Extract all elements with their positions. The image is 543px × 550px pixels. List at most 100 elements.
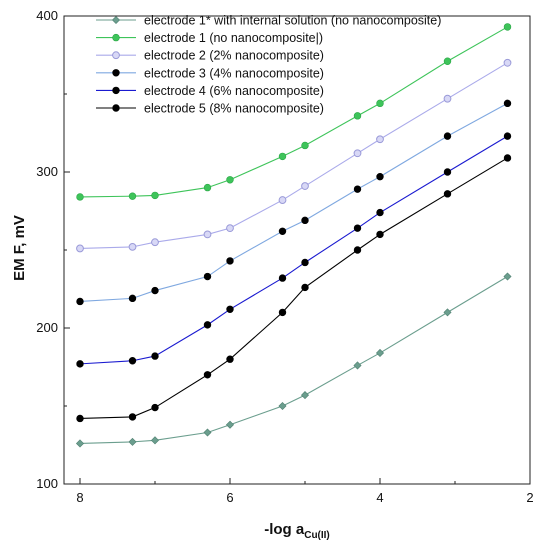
series-layer (75, 23, 512, 448)
y-tick-label: 100 (36, 476, 58, 491)
data-point (151, 403, 159, 412)
data-point (278, 308, 287, 317)
legend-entry: electrode 4 (6% nanocomposite) (96, 84, 324, 98)
data-point (203, 321, 212, 329)
data-point (128, 437, 137, 446)
legend-label: electrode 1 (no nanocomposite|) (144, 31, 323, 45)
data-point (76, 414, 84, 423)
legend-label: electrode 5 (8% nanocomposite) (144, 102, 324, 116)
data-point (226, 224, 234, 233)
data-point (203, 428, 212, 437)
data-point (225, 420, 235, 429)
data-point (301, 141, 309, 150)
legend-label: electrode 2 (2% nanocomposite) (144, 49, 324, 63)
data-point (353, 361, 362, 370)
data-point (128, 413, 137, 421)
data-point (226, 355, 234, 363)
data-point (203, 272, 212, 281)
data-point (226, 176, 234, 184)
data-point (76, 360, 84, 368)
series-3 (76, 58, 512, 253)
data-point (278, 152, 287, 161)
legend-label: electrode 3 (4% nanocomposite) (144, 66, 324, 80)
data-point (443, 57, 452, 65)
x-tick-label: 6 (226, 490, 233, 505)
data-point (301, 182, 309, 190)
data-point (353, 224, 362, 232)
x-axis-title: -log aCu(II) (264, 521, 330, 541)
data-point (76, 244, 84, 253)
legend-entry: electrode 2 (2% nanocomposite) (96, 49, 324, 63)
data-point (151, 286, 159, 295)
data-point (128, 242, 137, 251)
data-point (128, 357, 137, 365)
data-point (75, 439, 85, 448)
legend-marker (112, 51, 120, 60)
data-point (503, 272, 512, 281)
series-line (79, 135, 508, 365)
x-axis-title-subscript: Cu(II) (304, 530, 330, 541)
data-point (301, 258, 309, 267)
data-point (226, 305, 234, 313)
legend-marker (112, 86, 120, 95)
data-point (376, 230, 384, 239)
x-tick-label: 4 (376, 490, 383, 505)
data-point (301, 283, 309, 292)
legend-marker (112, 33, 120, 42)
data-point (443, 190, 452, 198)
legend-label: electrode 1* with internal solution (no … (144, 14, 441, 28)
data-point (278, 196, 287, 204)
series-4 (76, 99, 512, 306)
data-point (278, 227, 287, 235)
data-point (353, 246, 362, 254)
legend-entry: electrode 1* with internal solution (no … (96, 14, 441, 28)
data-point (503, 99, 512, 108)
legend-label: electrode 4 (6% nanocomposite) (144, 84, 324, 98)
series-line (79, 276, 508, 444)
data-point (151, 352, 159, 360)
axes: 100 200 300 400 8 6 4 2 (36, 8, 533, 505)
legend-marker (111, 15, 121, 25)
data-point (503, 23, 512, 31)
data-point (300, 391, 310, 400)
legend-entry: electrode 5 (8% nanocomposite) (96, 102, 324, 116)
data-point (353, 185, 362, 193)
data-point (203, 371, 212, 379)
data-point (375, 348, 385, 357)
data-point (443, 94, 452, 103)
legend-entry: electrode 1 (no nanocomposite|) (96, 31, 323, 45)
data-point (76, 297, 84, 306)
data-point (226, 257, 234, 265)
data-point (443, 168, 452, 176)
series-5 (76, 132, 512, 368)
y-tick-label: 300 (36, 164, 58, 179)
y-tick-label: 200 (36, 320, 58, 335)
x-axis-title-main: -log a (264, 521, 305, 538)
data-point (203, 183, 212, 192)
data-point (503, 58, 512, 67)
series-line (79, 157, 508, 420)
legend-entry: electrode 3 (4% nanocomposite) (96, 66, 324, 80)
data-point (76, 193, 84, 201)
y-axis-title: EM F, mV (11, 215, 28, 281)
data-point (376, 135, 384, 144)
data-point (203, 230, 212, 239)
data-point (376, 208, 384, 217)
data-point (128, 294, 137, 303)
data-point (301, 216, 309, 225)
data-point (278, 274, 287, 282)
data-point (353, 112, 362, 120)
data-point (151, 191, 159, 200)
y-tick-label: 400 (36, 8, 58, 23)
x-tick-label: 8 (76, 490, 83, 505)
series-6 (76, 154, 512, 423)
data-point (503, 154, 512, 162)
series-line (79, 102, 508, 303)
x-tick-label: 2 (526, 490, 533, 505)
legend-marker (112, 104, 120, 112)
data-point (443, 132, 452, 140)
data-point (443, 308, 452, 317)
data-point (503, 132, 512, 140)
